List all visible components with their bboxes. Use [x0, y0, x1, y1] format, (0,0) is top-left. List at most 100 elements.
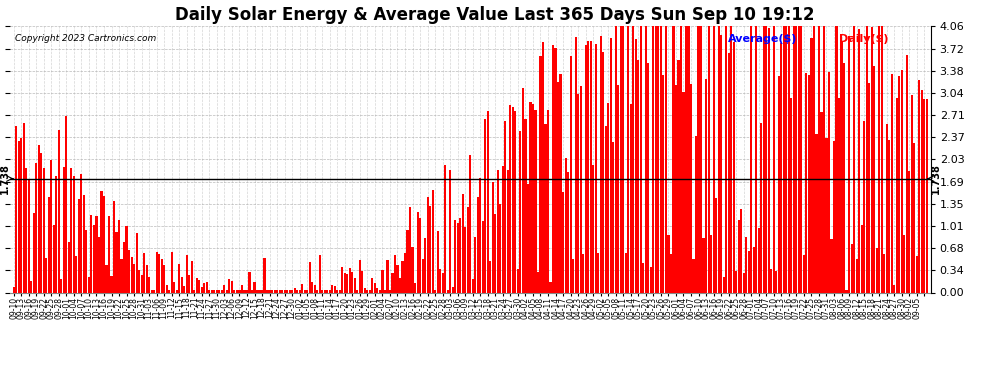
Bar [258, 291, 260, 292]
Bar [855, 260, 857, 292]
Bar [344, 273, 346, 292]
Bar [873, 66, 875, 292]
Bar [853, 26, 855, 292]
Bar [316, 290, 318, 292]
Bar [342, 267, 344, 292]
Bar [499, 204, 501, 292]
Bar [695, 136, 697, 292]
Bar [170, 252, 173, 292]
Bar [100, 191, 103, 292]
Bar [13, 287, 15, 292]
Bar [133, 264, 136, 292]
Bar [845, 291, 847, 292]
Bar [808, 75, 810, 292]
Bar [456, 224, 458, 292]
Bar [527, 184, 529, 292]
Bar [901, 70, 903, 292]
Bar [826, 138, 828, 292]
Bar [865, 26, 867, 292]
Bar [126, 226, 128, 292]
Bar [785, 26, 787, 292]
Bar [703, 238, 705, 292]
Bar [765, 26, 767, 292]
Bar [813, 26, 815, 292]
Bar [353, 278, 356, 292]
Bar [911, 95, 913, 292]
Bar [757, 228, 759, 292]
Bar [906, 55, 908, 292]
Bar [15, 126, 17, 292]
Bar [276, 291, 278, 292]
Bar [311, 282, 313, 292]
Bar [569, 56, 571, 292]
Bar [584, 45, 587, 292]
Bar [567, 171, 569, 292]
Bar [168, 291, 170, 292]
Bar [647, 63, 649, 292]
Bar [841, 42, 842, 292]
Bar [55, 176, 57, 292]
Bar [482, 221, 484, 292]
Bar [226, 291, 228, 292]
Bar [474, 237, 476, 292]
Bar [88, 277, 90, 292]
Bar [484, 119, 486, 292]
Bar [70, 168, 72, 292]
Bar [770, 269, 772, 292]
Bar [301, 284, 303, 292]
Bar [271, 291, 273, 292]
Bar [306, 291, 308, 292]
Bar [535, 110, 537, 292]
Bar [685, 26, 687, 292]
Bar [602, 52, 604, 292]
Bar [288, 291, 291, 292]
Bar [244, 291, 246, 292]
Bar [445, 165, 446, 292]
Bar [838, 98, 841, 292]
Bar [507, 171, 509, 292]
Bar [790, 98, 792, 292]
Bar [326, 291, 329, 292]
Bar [878, 27, 880, 292]
Bar [617, 86, 620, 292]
Bar [391, 273, 394, 292]
Bar [138, 270, 141, 292]
Bar [783, 26, 785, 292]
Bar [487, 111, 489, 292]
Bar [875, 248, 878, 292]
Bar [23, 123, 25, 292]
Bar [160, 259, 162, 292]
Bar [520, 131, 522, 292]
Bar [512, 107, 514, 292]
Bar [469, 155, 471, 292]
Bar [48, 197, 50, 292]
Bar [384, 291, 386, 292]
Bar [356, 291, 358, 292]
Bar [881, 26, 883, 292]
Bar [793, 26, 795, 292]
Bar [141, 275, 143, 292]
Bar [577, 94, 579, 292]
Bar [234, 291, 236, 292]
Bar [489, 261, 491, 292]
Bar [461, 195, 463, 292]
Bar [143, 253, 146, 292]
Bar [811, 38, 813, 292]
Bar [440, 268, 442, 292]
Bar [363, 288, 366, 292]
Bar [33, 213, 35, 292]
Bar [725, 26, 728, 292]
Bar [203, 283, 205, 292]
Bar [670, 254, 672, 292]
Bar [522, 88, 524, 292]
Bar [369, 291, 371, 292]
Bar [191, 261, 193, 292]
Bar [662, 75, 664, 292]
Bar [123, 242, 125, 292]
Text: Daily Solar Energy & Average Value Last 365 Days Sun Sep 10 19:12: Daily Solar Energy & Average Value Last … [175, 6, 815, 24]
Bar [700, 26, 702, 292]
Bar [65, 116, 67, 292]
Bar [62, 167, 65, 292]
Bar [643, 263, 644, 292]
Bar [831, 239, 833, 292]
